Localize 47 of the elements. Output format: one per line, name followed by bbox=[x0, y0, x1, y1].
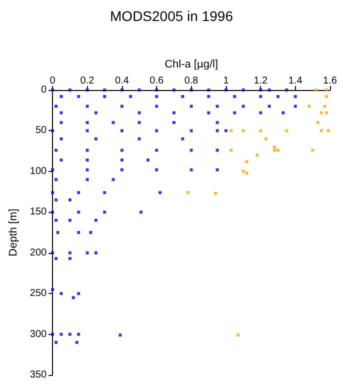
point bbox=[325, 95, 328, 98]
point bbox=[320, 111, 323, 114]
y-tick-label: 250 bbox=[30, 288, 48, 300]
point bbox=[273, 148, 276, 152]
point bbox=[285, 129, 288, 132]
point bbox=[245, 160, 248, 164]
point bbox=[320, 129, 323, 132]
y-axis-title: Depth [m] bbox=[8, 208, 20, 256]
point bbox=[276, 148, 280, 152]
point bbox=[314, 88, 318, 92]
point bbox=[259, 129, 262, 132]
point bbox=[230, 129, 233, 132]
y-tick-label: 350 bbox=[30, 370, 48, 380]
point bbox=[316, 121, 320, 124]
y-tick-label: 50 bbox=[35, 125, 48, 136]
point bbox=[256, 154, 259, 157]
point bbox=[311, 148, 314, 152]
point bbox=[325, 111, 328, 114]
x-tick-label: 0.6 bbox=[150, 76, 164, 86]
point bbox=[308, 104, 311, 108]
point bbox=[245, 172, 248, 175]
y-tick-label: 100 bbox=[30, 166, 48, 177]
x-tick-label: 1 bbox=[223, 76, 230, 86]
x-axis-title: Chl-a [µg/l] bbox=[164, 58, 218, 70]
x-tick-label: 1.4 bbox=[288, 76, 303, 86]
y-tick-label: 200 bbox=[30, 247, 48, 258]
point bbox=[236, 334, 240, 337]
point bbox=[264, 137, 268, 140]
x-tick-label: 0.8 bbox=[184, 76, 199, 86]
point bbox=[242, 129, 245, 132]
x-tick-label: 0 bbox=[50, 76, 56, 86]
point bbox=[186, 191, 190, 194]
point bbox=[326, 129, 330, 132]
x-tick-label: 1.6 bbox=[323, 76, 338, 86]
point bbox=[323, 104, 326, 108]
point bbox=[242, 170, 245, 173]
point bbox=[230, 148, 233, 152]
x-tick-label: 0.2 bbox=[80, 76, 95, 86]
y-tick-label: 0 bbox=[41, 84, 48, 96]
point bbox=[325, 88, 328, 92]
point bbox=[214, 192, 218, 195]
y-tick-label: 150 bbox=[30, 206, 48, 218]
x-tick-label: 0.4 bbox=[114, 76, 130, 86]
x-tick-label: 1.2 bbox=[254, 76, 268, 86]
chart-title: MODS2005 in 1996 bbox=[110, 8, 234, 24]
point bbox=[273, 146, 276, 148]
y-tick-label: 300 bbox=[30, 328, 48, 340]
